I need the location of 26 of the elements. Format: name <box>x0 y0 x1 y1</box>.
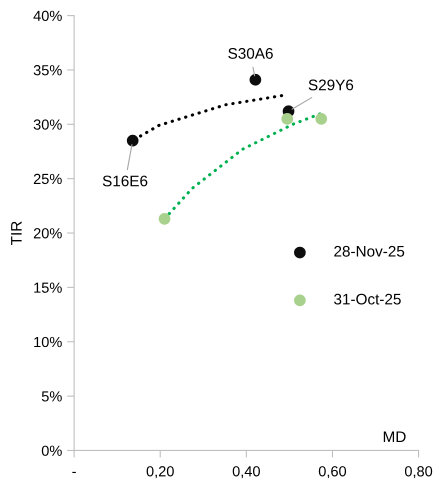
point <box>315 113 328 125</box>
point <box>126 134 139 146</box>
y-tick-label: 35% <box>34 65 62 76</box>
x-tick-label: 0,80 <box>404 466 432 478</box>
annotation: S29Y6 <box>308 80 354 90</box>
y-tick-label: 10% <box>34 336 62 348</box>
y-tick-label: 20% <box>34 228 62 238</box>
y-tick-label: 15% <box>34 282 62 293</box>
y-tick-label: 0% <box>42 446 62 456</box>
x-tick-label: 0,40 <box>232 466 260 478</box>
point <box>281 113 294 125</box>
annotation: S30A6 <box>228 48 273 59</box>
legend-label: 31-Oct-25 <box>334 294 401 305</box>
y-axis-title: TIR <box>11 221 22 245</box>
y-tick-label: 30% <box>34 119 62 130</box>
x-tick-label: 0,20 <box>146 466 174 478</box>
y-tick-label: 40% <box>33 10 62 22</box>
point <box>158 213 170 225</box>
x-tick-label: - <box>72 472 76 474</box>
y-tick-label: 5% <box>42 391 62 402</box>
legend-label: 28-Nov-25 <box>334 246 404 257</box>
x-axis-title: MD <box>384 431 406 442</box>
x-tick-label: 0,60 <box>318 466 346 478</box>
point <box>250 74 262 86</box>
annotation: S16E6 <box>102 176 148 186</box>
y-tick-label: 25% <box>34 174 62 184</box>
